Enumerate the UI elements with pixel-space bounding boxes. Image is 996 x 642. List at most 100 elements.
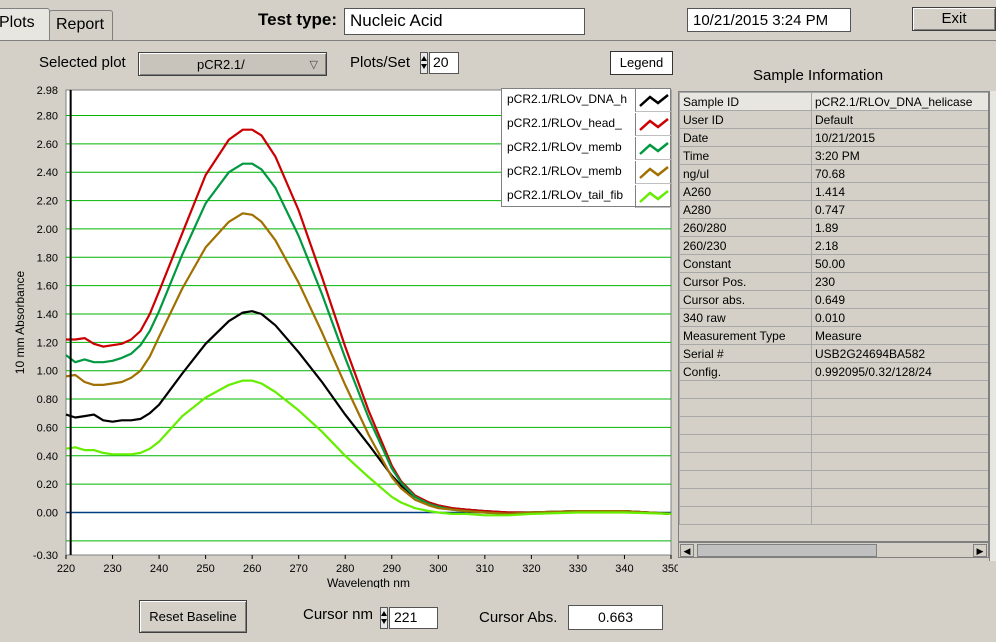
table-edge <box>989 91 996 561</box>
info-value <box>811 434 988 453</box>
series-line-1 <box>66 128 672 515</box>
info-value: 70.68 <box>811 164 988 183</box>
legend-swatch-icon <box>635 113 671 136</box>
scroll-left-icon[interactable]: ◀ <box>680 544 694 557</box>
info-row: Measurement Type Measure <box>679 326 988 345</box>
sample-info-table: Sample ID pCR2.1/RLOv_DNA_helicase User ID… <box>678 91 989 542</box>
info-value: 1.414 <box>811 182 988 201</box>
y-tick-label: 1.40 <box>37 309 58 321</box>
y-tick-label: 0.80 <box>37 394 58 406</box>
tab-report-label: Report <box>56 16 105 33</box>
info-value: pCR2.1/RLOv_DNA_helicase <box>811 92 988 111</box>
y-axis-label: 10 mm Absorbance <box>13 270 27 374</box>
info-row: ng/ul 70.68 <box>679 164 988 183</box>
info-key: Sample ID <box>679 92 812 111</box>
info-value: 230 <box>811 272 988 291</box>
stepper-up-icon[interactable] <box>421 56 427 61</box>
info-key: Cursor Pos. <box>679 272 812 291</box>
info-key: 260/280 <box>679 218 812 237</box>
info-row: 260/280 1.89 <box>679 218 988 237</box>
info-value: 1.89 <box>811 218 988 237</box>
plots-per-set-stepper[interactable] <box>420 52 428 74</box>
info-row: 340 raw 0.010 <box>679 308 988 327</box>
legend-swatch-icon <box>635 89 671 112</box>
datetime-display: 10/21/2015 3:24 PM <box>687 8 851 32</box>
selected-plot-label: Selected plot <box>39 54 126 71</box>
info-row: Cursor Pos. 230 <box>679 272 988 291</box>
info-key: Config. <box>679 362 812 381</box>
info-key: Cursor abs. <box>679 290 812 309</box>
x-tick-label: 340 <box>615 563 633 575</box>
info-key <box>679 416 812 435</box>
legend-item[interactable]: pCR2.1/RLOv_memb <box>502 137 672 161</box>
selected-plot-dropdown[interactable]: pCR2.1/ ▽ <box>138 52 327 76</box>
info-row: 260/230 2.18 <box>679 236 988 255</box>
info-row: Time 3:20 PM <box>679 146 988 165</box>
y-tick-label: 0.20 <box>37 479 58 491</box>
tab-divider <box>0 40 996 41</box>
cursor-nm-stepper[interactable] <box>380 607 388 629</box>
tab-report[interactable]: Report <box>49 10 113 40</box>
y-tick-label: 1.80 <box>37 252 58 264</box>
x-tick-label: 330 <box>569 563 587 575</box>
stepper-down-icon[interactable] <box>381 619 387 624</box>
info-key: ng/ul <box>679 164 812 183</box>
stepper-down-icon[interactable] <box>421 64 427 69</box>
scroll-right-icon[interactable]: ▶ <box>973 544 987 557</box>
info-key: Date <box>679 128 812 147</box>
cursor-nm-input[interactable]: 221 <box>389 607 438 629</box>
y-tick-label: 2.80 <box>37 111 58 123</box>
chevron-down-icon: ▽ <box>309 59 318 71</box>
info-key: A280 <box>679 200 812 219</box>
test-type-field[interactable]: Nucleic Acid <box>344 8 585 35</box>
x-tick-label: 260 <box>243 563 261 575</box>
legend-item[interactable]: pCR2.1/RLOv_head_ <box>502 113 672 137</box>
x-tick-label: 350 <box>662 563 678 575</box>
info-value: 0.747 <box>811 200 988 219</box>
x-tick-label: 310 <box>476 563 494 575</box>
y-tick-label: 2.98 <box>37 85 58 97</box>
info-value <box>811 416 988 435</box>
y-tick-label: 1.60 <box>37 281 58 293</box>
info-row: Cursor abs. 0.649 <box>679 290 988 309</box>
info-value: 0.010 <box>811 308 988 327</box>
info-table-scrollbar[interactable]: ◀ ▶ <box>678 542 989 558</box>
info-key: Measurement Type <box>679 326 812 345</box>
legend-item-label: pCR2.1/RLOv_tail_fib <box>507 188 624 202</box>
plots-per-set-input[interactable]: 20 <box>429 52 459 74</box>
info-key <box>679 506 812 525</box>
info-key: Time <box>679 146 812 165</box>
x-tick-label: 250 <box>196 563 214 575</box>
legend-item-label: pCR2.1/RLOv_memb <box>507 140 622 154</box>
info-value <box>811 452 988 471</box>
info-value: 0.992095/0.32/128/24 <box>811 362 988 381</box>
info-value <box>811 398 988 417</box>
cursor-nm-label: Cursor nm <box>303 606 374 623</box>
legend-item[interactable]: pCR2.1/RLOv_tail_fib <box>502 185 672 209</box>
legend-item[interactable]: pCR2.1/RLOv_DNA_h <box>502 89 672 113</box>
info-value: 3:20 PM <box>811 146 988 165</box>
info-value: 50.00 <box>811 254 988 273</box>
y-tick-label: 2.20 <box>37 196 58 208</box>
scrollbar-thumb[interactable] <box>697 544 877 557</box>
reset-baseline-label: Reset Baseline <box>149 609 237 624</box>
y-tick-label: 0.00 <box>37 507 58 519</box>
info-value <box>811 506 988 525</box>
info-row: User ID Default <box>679 110 988 129</box>
exit-button-label: Exit <box>941 10 967 27</box>
info-value <box>811 470 988 489</box>
stepper-up-icon[interactable] <box>381 611 387 616</box>
info-row-empty <box>679 452 988 471</box>
legend-swatch-icon <box>635 185 671 208</box>
info-key: Constant <box>679 254 812 273</box>
x-tick-label: 280 <box>336 563 354 575</box>
info-row: Date 10/21/2015 <box>679 128 988 147</box>
y-tick-label: 0.60 <box>37 422 58 434</box>
tab-plots[interactable]: Plots <box>0 8 50 40</box>
reset-baseline-button[interactable]: Reset Baseline <box>139 600 247 633</box>
info-key: A260 <box>679 182 812 201</box>
info-value <box>811 380 988 399</box>
exit-button[interactable]: Exit <box>912 7 996 31</box>
legend-button[interactable]: Legend <box>610 51 673 75</box>
legend-item[interactable]: pCR2.1/RLOv_memb <box>502 161 672 185</box>
